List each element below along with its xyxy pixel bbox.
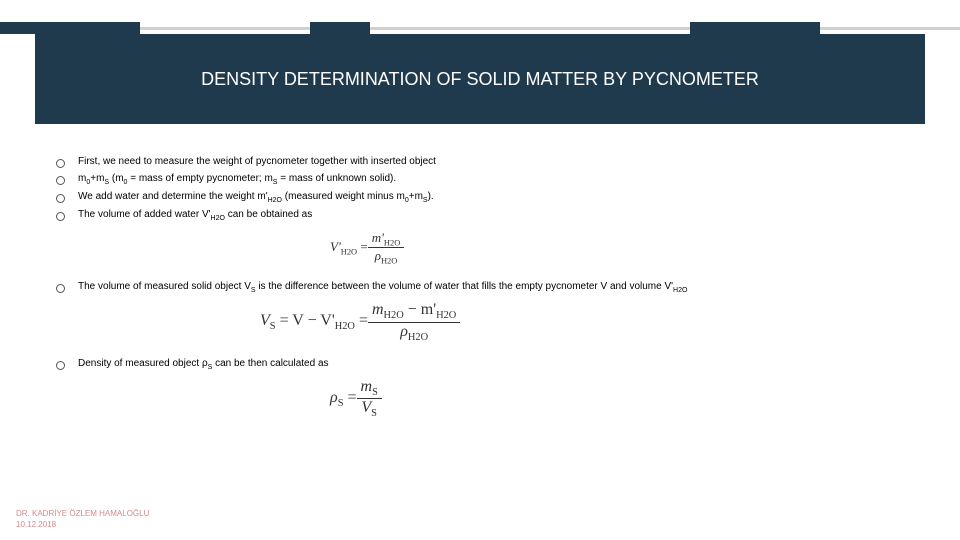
bullet-list-3: Density of measured object ρS can be the… <box>50 357 930 372</box>
footer-author: DR. KADRİYE ÖZLEM HAMALOĞLU <box>16 509 149 519</box>
bullet-5: The volume of measured solid object VS i… <box>50 280 930 295</box>
footer-date: 10.12.2018 <box>16 520 149 530</box>
slide-content: First, we need to measure the weight of … <box>50 155 930 434</box>
formula-2: VS = V − V'H2O = mH2O − m'H2O ρH2O <box>260 301 930 342</box>
bullet-6: Density of measured object ρS can be the… <box>50 357 930 372</box>
formula-3: ρS = mS VS <box>330 378 930 419</box>
bullet-1: First, we need to measure the weight of … <box>50 155 930 169</box>
formula-1: V'H2O = m'H2O ρH2O <box>330 230 930 266</box>
slide-title: DENSITY DETERMINATION OF SOLID MATTER BY… <box>201 70 759 89</box>
top-accent-bar <box>0 22 960 34</box>
bullet-2: m0+mS (m0 = mass of empty pycnometer; mS… <box>50 172 930 187</box>
title-band: DENSITY DETERMINATION OF SOLID MATTER BY… <box>35 34 925 124</box>
bullet-4: The volume of added water V'H2O can be o… <box>50 208 930 223</box>
bullet-list: First, we need to measure the weight of … <box>50 155 930 224</box>
slide-footer: DR. KADRİYE ÖZLEM HAMALOĞLU 10.12.2018 <box>16 509 149 530</box>
bullet-3: We add water and determine the weight m'… <box>50 190 930 205</box>
bullet-list-2: The volume of measured solid object VS i… <box>50 280 930 295</box>
